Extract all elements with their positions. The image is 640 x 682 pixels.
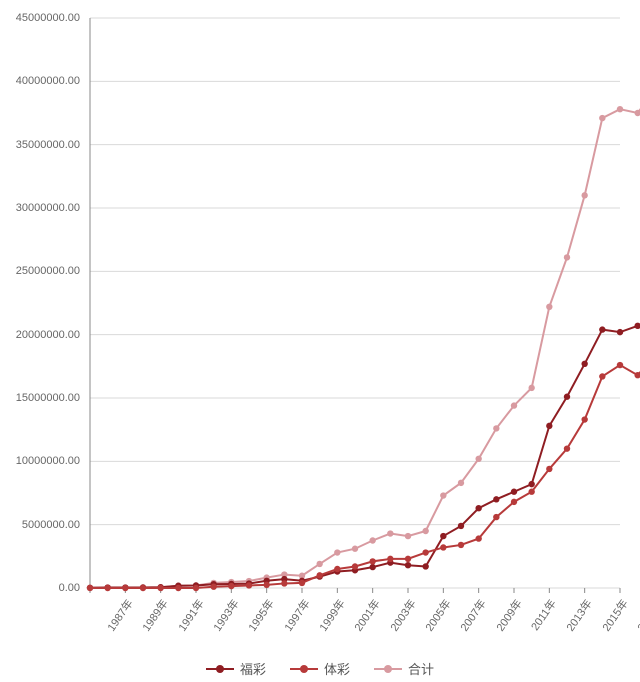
series-marker: [440, 533, 446, 539]
series-marker: [564, 254, 570, 260]
series-marker: [175, 585, 181, 591]
series-marker: [104, 585, 110, 591]
series-marker: [440, 492, 446, 498]
series-marker: [511, 402, 517, 408]
series-marker: [581, 416, 587, 422]
y-axis-label: 10000000.00: [16, 455, 80, 467]
series-marker: [528, 385, 534, 391]
series-marker: [387, 530, 393, 536]
series-line-0: [90, 313, 640, 588]
series-line-2: [90, 48, 640, 587]
series-marker: [546, 423, 552, 429]
series-marker: [405, 556, 411, 562]
legend-label: 合计: [408, 659, 434, 678]
series-marker: [157, 585, 163, 591]
series-marker: [316, 561, 322, 567]
line-chart: 0.00 5000000.00 10000000.00 15000000.00 2000…: [0, 0, 640, 682]
legend-swatch: [206, 668, 234, 670]
y-axis-label: 20000000.00: [16, 329, 80, 341]
legend-item: 合计: [374, 659, 434, 678]
series-marker: [546, 466, 552, 472]
legend: 福彩 体彩 合计: [0, 659, 640, 678]
series-marker: [122, 585, 128, 591]
series-marker: [352, 546, 358, 552]
series-marker: [246, 582, 252, 588]
series-marker: [281, 580, 287, 586]
legend-label: 体彩: [324, 659, 350, 678]
series-marker: [440, 544, 446, 550]
y-axis-label: 5000000.00: [22, 519, 80, 531]
series-marker: [581, 361, 587, 367]
series-marker: [422, 563, 428, 569]
y-axis-label: 40000000.00: [16, 75, 80, 87]
series-marker: [299, 580, 305, 586]
series-marker: [511, 499, 517, 505]
y-axis-label: 30000000.00: [16, 202, 80, 214]
series-marker: [405, 562, 411, 568]
series-marker: [458, 523, 464, 529]
legend-marker-icon: [216, 665, 224, 673]
y-axis-label: 25000000.00: [16, 265, 80, 277]
series-marker: [493, 425, 499, 431]
series-marker: [511, 489, 517, 495]
legend-item: 体彩: [290, 659, 350, 678]
series-marker: [581, 192, 587, 198]
series-marker: [458, 480, 464, 486]
series-line-1: [90, 323, 640, 588]
series-marker: [193, 585, 199, 591]
series-marker: [422, 549, 428, 555]
series-marker: [405, 533, 411, 539]
series-marker: [493, 496, 499, 502]
series-marker: [387, 556, 393, 562]
series-marker: [334, 549, 340, 555]
series-marker: [475, 456, 481, 462]
series-marker: [458, 542, 464, 548]
series-marker: [617, 362, 623, 368]
series-marker: [493, 514, 499, 520]
series-marker: [617, 106, 623, 112]
series-marker: [334, 566, 340, 572]
series-marker: [87, 585, 93, 591]
series-marker: [634, 110, 640, 116]
series-marker: [369, 558, 375, 564]
legend-swatch: [290, 668, 318, 670]
series-marker: [599, 326, 605, 332]
legend-item: 福彩: [206, 659, 266, 678]
series-marker: [369, 564, 375, 570]
y-axis-label: 15000000.00: [16, 392, 80, 404]
legend-marker-icon: [384, 665, 392, 673]
y-axis-label: 45000000.00: [16, 12, 80, 24]
series-marker: [634, 323, 640, 329]
series-marker: [546, 304, 552, 310]
series-marker: [369, 537, 375, 543]
series-marker: [599, 373, 605, 379]
legend-swatch: [374, 668, 402, 670]
series-marker: [352, 563, 358, 569]
series-marker: [564, 394, 570, 400]
series-marker: [617, 329, 623, 335]
series-marker: [210, 584, 216, 590]
series-marker: [228, 583, 234, 589]
y-axis-label: 0.00: [59, 582, 80, 594]
series-marker: [140, 585, 146, 591]
legend-marker-icon: [300, 665, 308, 673]
series-marker: [422, 528, 428, 534]
series-marker: [475, 505, 481, 511]
series-marker: [528, 481, 534, 487]
legend-label: 福彩: [240, 659, 266, 678]
series-marker: [564, 445, 570, 451]
y-axis-label: 35000000.00: [16, 139, 80, 151]
series-marker: [475, 535, 481, 541]
series-marker: [263, 582, 269, 588]
series-marker: [316, 572, 322, 578]
series-marker: [528, 489, 534, 495]
series-marker: [599, 115, 605, 121]
